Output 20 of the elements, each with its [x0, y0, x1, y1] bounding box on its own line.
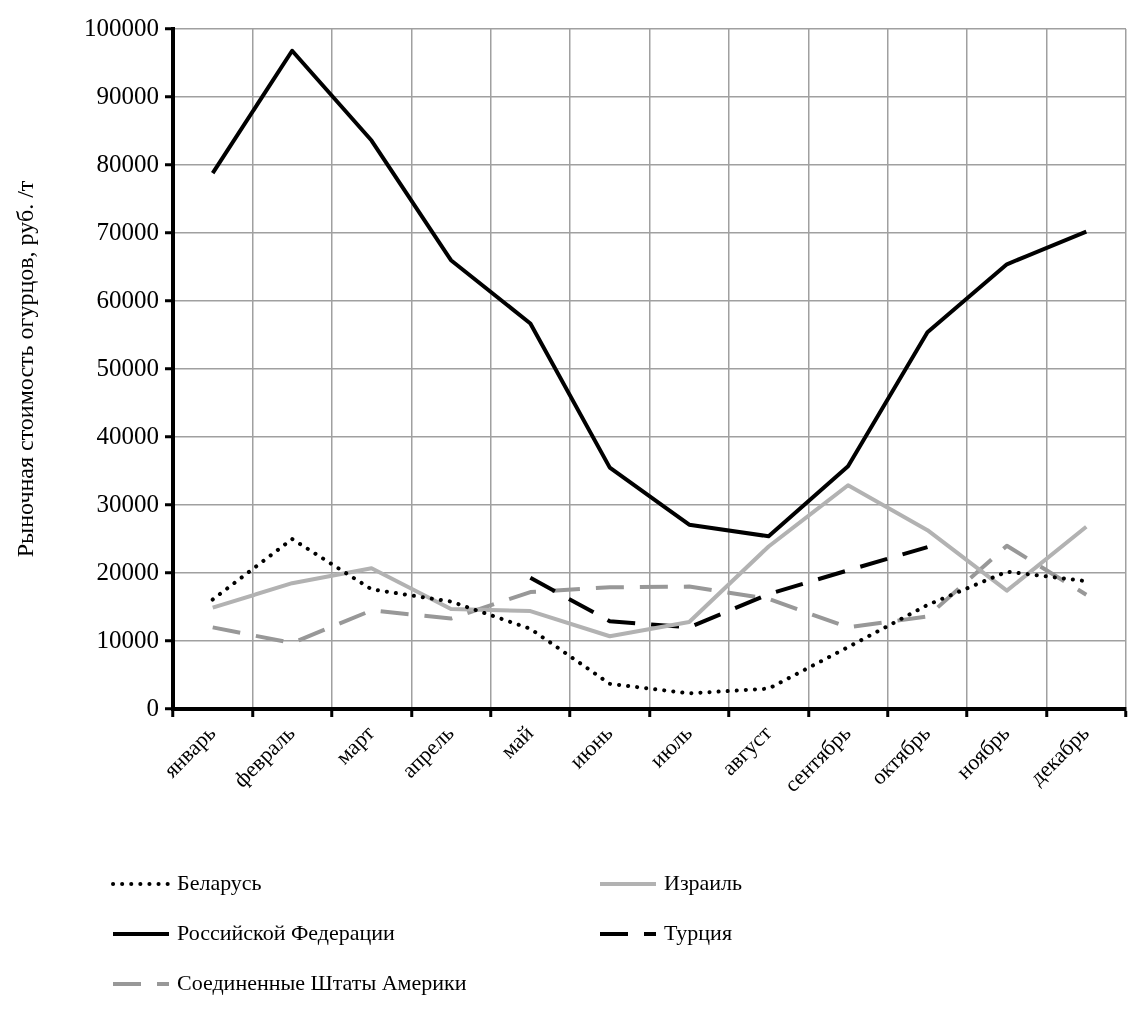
y-tick-label: 40000 [96, 421, 159, 449]
legend-label: Израиль [664, 869, 743, 895]
x-tick-label: май [495, 720, 539, 763]
y-tick-label: 10000 [96, 625, 159, 653]
legend-label: Российской Федерации [177, 919, 396, 945]
line-series [528, 545, 930, 630]
y-axis-title: Рыночная стоимость огурцов, руб. /т [11, 180, 38, 558]
y-tick-label: 60000 [96, 285, 159, 313]
y-tick-label: 90000 [96, 81, 159, 109]
y-tick-label: 0 [146, 693, 159, 721]
legend-label: Турция [664, 919, 733, 945]
y-tick-label: 70000 [96, 217, 159, 245]
legend-label: Беларусь [177, 869, 262, 895]
y-tick-label: 50000 [96, 353, 159, 381]
y-tick-label: 20000 [96, 557, 159, 585]
y-tick-label: 30000 [96, 489, 159, 517]
y-tick-label: 80000 [96, 149, 159, 177]
y-tick-label: 100000 [84, 13, 159, 41]
x-tick-label: июль [644, 720, 697, 773]
legend-label: Соединенные Штаты Америки [177, 969, 467, 995]
